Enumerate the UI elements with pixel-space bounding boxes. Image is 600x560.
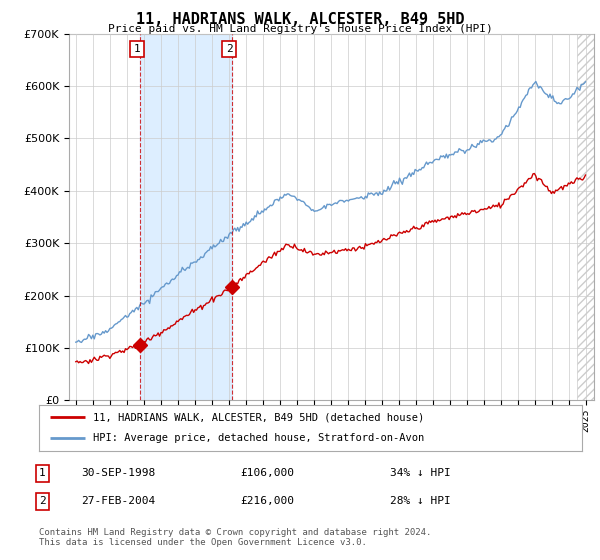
Text: 11, HADRIANS WALK, ALCESTER, B49 5HD (detached house): 11, HADRIANS WALK, ALCESTER, B49 5HD (de…	[94, 412, 425, 422]
Text: 2: 2	[39, 496, 46, 506]
Text: 1: 1	[134, 44, 140, 54]
Text: Price paid vs. HM Land Registry's House Price Index (HPI): Price paid vs. HM Land Registry's House …	[107, 24, 493, 34]
Text: £106,000: £106,000	[240, 468, 294, 478]
Bar	[577, 34, 594, 400]
Text: 11, HADRIANS WALK, ALCESTER, B49 5HD: 11, HADRIANS WALK, ALCESTER, B49 5HD	[136, 12, 464, 27]
Text: 2: 2	[226, 44, 232, 54]
Text: HPI: Average price, detached house, Stratford-on-Avon: HPI: Average price, detached house, Stra…	[94, 433, 425, 444]
Text: Contains HM Land Registry data © Crown copyright and database right 2024.
This d: Contains HM Land Registry data © Crown c…	[39, 528, 431, 547]
Text: 27-FEB-2004: 27-FEB-2004	[81, 496, 155, 506]
Text: 28% ↓ HPI: 28% ↓ HPI	[390, 496, 451, 506]
Text: 1: 1	[39, 468, 46, 478]
Text: 30-SEP-1998: 30-SEP-1998	[81, 468, 155, 478]
Text: £216,000: £216,000	[240, 496, 294, 506]
Text: 34% ↓ HPI: 34% ↓ HPI	[390, 468, 451, 478]
Bar	[140, 34, 232, 400]
